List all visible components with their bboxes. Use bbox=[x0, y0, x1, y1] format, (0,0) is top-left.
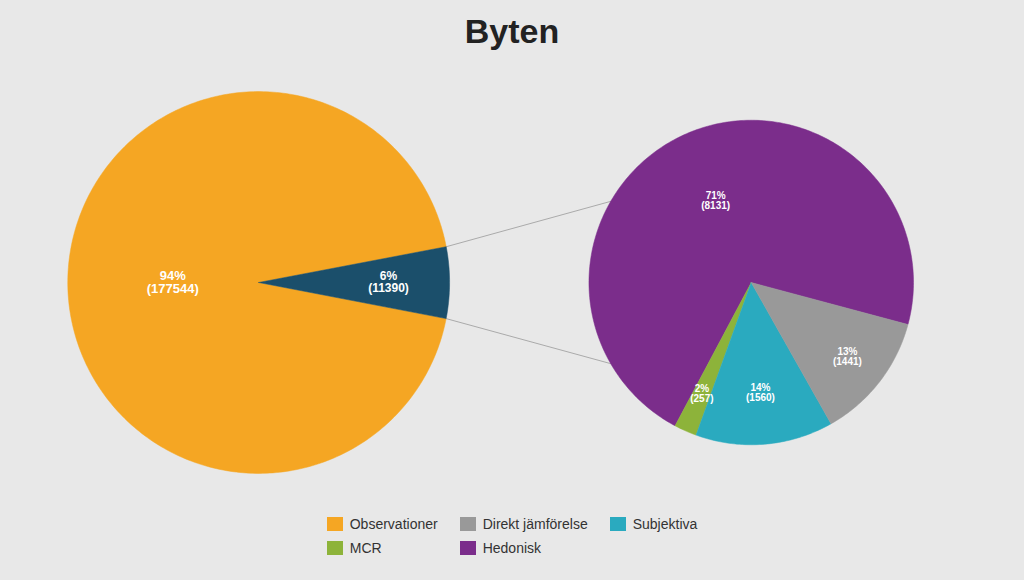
svg-text:94%(177544): 94%(177544) bbox=[147, 268, 199, 296]
html-text:Direkt jämförelse: Direkt jämförelse bbox=[482, 516, 588, 532]
html-text:MCR: MCR bbox=[349, 540, 382, 556]
html-text:Subjektiva: Subjektiva bbox=[632, 516, 698, 532]
html-text:Observationer: Observationer bbox=[349, 516, 438, 532]
svg-text:2%(257): 2%(257) bbox=[690, 383, 713, 404]
html-text:Byten: Byten bbox=[464, 12, 560, 50]
svg-text:6%(11390): 6%(11390) bbox=[368, 269, 409, 295]
svg-text:71%(8131): 71%(8131) bbox=[701, 190, 730, 211]
svg-text:14%(1560): 14%(1560) bbox=[746, 382, 775, 403]
html-text:Hedonisk: Hedonisk bbox=[482, 540, 541, 556]
svg-text:13%(1441): 13%(1441) bbox=[833, 346, 862, 367]
